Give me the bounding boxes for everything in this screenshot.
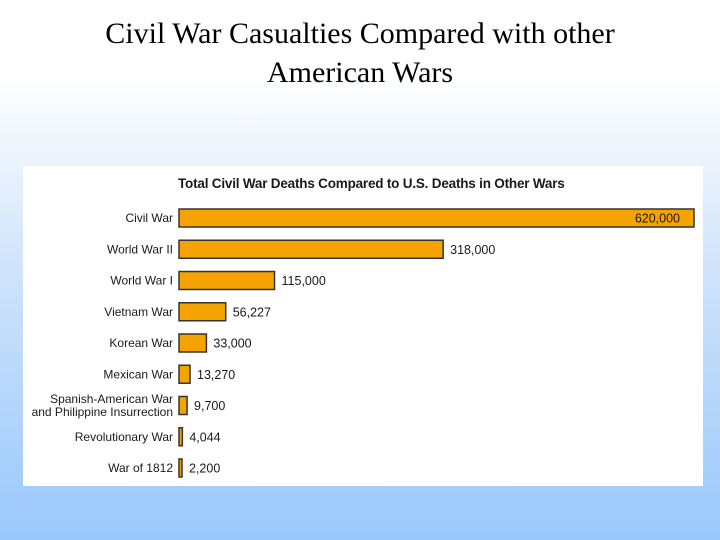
bar-4	[178, 333, 208, 353]
value-label-6: 9,700	[194, 399, 225, 413]
category-label-1: World War II	[107, 242, 173, 256]
bar-8	[178, 458, 183, 478]
bar-5	[178, 364, 191, 384]
category-label-5: Mexican War	[103, 367, 173, 381]
slide-title: Civil War Casualties Compared with other…	[0, 14, 720, 92]
chart-title: Total Civil War Deaths Compared to U.S. …	[178, 176, 565, 191]
category-label-6: Spanish-American War and Philippine Insur…	[32, 392, 173, 419]
category-label-7: Revolutionary War	[75, 430, 173, 444]
slide-title-line-2: American Wars	[266, 56, 454, 89]
value-label-3: 56,227	[233, 305, 271, 319]
bar-6	[178, 395, 188, 416]
bar-0	[178, 208, 695, 228]
bar-7	[178, 427, 184, 447]
bar-1	[178, 239, 444, 259]
bar-2	[178, 270, 276, 291]
value-label-4: 33,000	[213, 337, 251, 351]
bar-3	[178, 302, 227, 322]
bar-chart: Civil War 620,000 World War II 318,000 World…	[32, 208, 695, 478]
value-label-1: 318,000	[450, 243, 495, 257]
chart-panel: Total Civil War Deaths Compared to U.S. …	[23, 166, 703, 486]
category-label-8: War of 1812	[108, 461, 173, 475]
category-label-4: Korean War	[109, 336, 173, 350]
value-label-0: 620,000	[635, 212, 680, 226]
value-label-8: 2,200	[189, 462, 220, 476]
category-label-3: Vietnam War	[104, 305, 173, 319]
category-label-0: Civil War	[125, 211, 173, 225]
value-label-2: 115,000	[282, 274, 326, 288]
value-label-7: 4,044	[189, 430, 220, 444]
value-label-5: 13,270	[197, 368, 235, 382]
slide-title-line-1: Civil War Casualties Compared with other	[105, 17, 615, 50]
category-label-2: World War I	[110, 274, 173, 288]
